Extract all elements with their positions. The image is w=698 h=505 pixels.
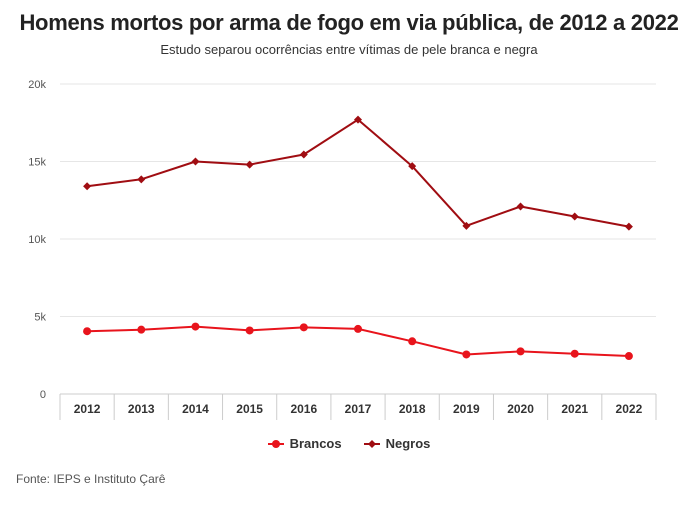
series-line-negros xyxy=(86,118,630,228)
data-point-negros xyxy=(354,115,362,124)
data-point-negros xyxy=(299,150,308,159)
y-tick-label: 10k xyxy=(28,234,46,246)
legend-label-negros: Negros xyxy=(385,436,431,451)
x-axis xyxy=(59,393,657,420)
data-point-brancos xyxy=(83,327,92,336)
data-point-negros xyxy=(624,222,633,231)
chart-title: Homens mortos por arma de fogo em via pú… xyxy=(19,10,679,35)
data-point-brancos xyxy=(299,323,308,332)
legend-label-brancos: Brancos xyxy=(289,436,342,451)
x-tick-label: 2014 xyxy=(182,402,209,416)
data-point-brancos xyxy=(516,347,525,356)
data-point-brancos xyxy=(354,324,362,333)
y-tick-label: 20k xyxy=(28,79,46,91)
data-point-negros xyxy=(137,175,146,184)
series-brancos xyxy=(83,322,633,361)
series-lines xyxy=(83,115,633,361)
x-axis-tick-labels: 2012 2013 2014 2015 2016 2017 2018 2019 2020 2021… xyxy=(74,402,643,416)
x-tick-label: 2015 xyxy=(236,402,263,416)
data-point-negros xyxy=(516,202,525,211)
grid-lines xyxy=(60,83,656,317)
data-point-negros xyxy=(83,182,92,191)
legend-marker-circle-icon xyxy=(267,439,284,448)
legend: Brancos Negros xyxy=(0,436,698,451)
legend-item-brancos[interactable]: Brancos xyxy=(267,436,342,451)
data-point-negros xyxy=(245,160,254,169)
data-point-negros xyxy=(191,157,200,166)
x-tick-label: 2020 xyxy=(507,402,534,416)
y-tick-label: 5k xyxy=(34,312,46,324)
data-point-brancos xyxy=(245,326,254,335)
x-tick-label: 2021 xyxy=(561,402,588,416)
y-axis-tick-labels: 0 5k 10k 15k 20k xyxy=(28,79,46,401)
data-point-negros xyxy=(462,221,471,230)
source-note: Fonte: IEPS e Instituto Çarê xyxy=(16,472,166,486)
data-point-negros xyxy=(408,162,417,171)
x-tick-label: 2016 xyxy=(290,402,317,416)
data-point-brancos xyxy=(570,349,579,358)
legend-marker-diamond-icon xyxy=(363,439,380,448)
legend-item-negros[interactable]: Negros xyxy=(363,436,431,451)
data-point-brancos xyxy=(137,325,146,334)
y-tick-label: 15k xyxy=(28,157,46,169)
data-point-negros xyxy=(570,212,579,221)
x-tick-label: 2017 xyxy=(345,402,372,416)
x-tick-label: 2022 xyxy=(616,402,643,416)
series-negros xyxy=(83,115,633,231)
y-tick-label: 0 xyxy=(40,389,46,401)
chart-subtitle: Estudo separou ocorrências entre vítimas… xyxy=(160,42,538,57)
data-point-brancos xyxy=(462,350,471,359)
x-tick-label: 2019 xyxy=(453,402,480,416)
data-point-brancos xyxy=(191,322,200,331)
data-point-brancos xyxy=(408,337,417,346)
x-tick-label: 2013 xyxy=(128,402,155,416)
data-point-brancos xyxy=(624,352,633,361)
x-tick-label: 2012 xyxy=(74,402,101,416)
x-tick-label: 2018 xyxy=(399,402,426,416)
